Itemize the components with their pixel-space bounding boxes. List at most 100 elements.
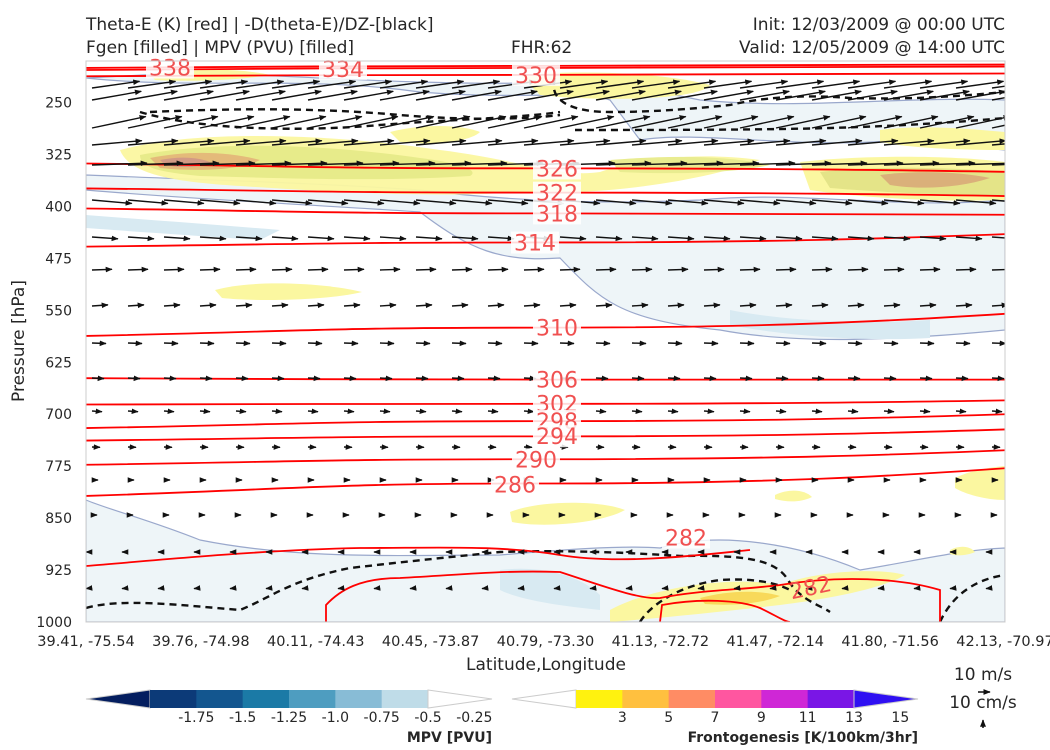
wind-vector [343, 235, 371, 242]
wind-vector [409, 585, 417, 591]
wind-vector [379, 115, 435, 129]
wind-vector [451, 115, 507, 129]
wind-vector [883, 89, 934, 101]
wind-vector [271, 375, 285, 382]
contour-label-bg [319, 57, 367, 80]
wind-vector [307, 408, 319, 415]
wind-vector [523, 408, 535, 415]
wind-vector [343, 89, 394, 101]
wind-vector [163, 235, 191, 242]
wind-vector [739, 266, 761, 273]
wind-vector [667, 89, 718, 101]
y-tick-label: 325 [45, 148, 72, 164]
wind-vector [451, 199, 493, 206]
wind-vector [91, 115, 147, 129]
wind-vector [883, 235, 911, 242]
dashed-contour-upper-left-2 [149, 108, 561, 120]
wind-vector [811, 89, 862, 101]
colorbar-tick-label: 15 [891, 710, 909, 726]
mpv-colorbar: -1.75 -1.5 -1.25 -1.0 -0.75 -0.5 -0.25 [85, 689, 492, 726]
wind-vector [127, 408, 139, 415]
wind-vector [91, 235, 119, 242]
wind-vector [985, 585, 993, 591]
wind-vector [991, 163, 1005, 166]
wind-vector [415, 199, 457, 206]
wind-vector [955, 160, 1005, 167]
x-tick-label: 40.79, -73.30 [497, 634, 594, 650]
wind-vector [523, 266, 545, 273]
wind-vector [487, 138, 539, 146]
wind-vector [415, 89, 466, 101]
x-tick-label: 41.13, -72.72 [612, 634, 709, 650]
wind-vector [271, 89, 322, 101]
plot-frame [85, 60, 1006, 623]
wind-vector [163, 302, 181, 309]
wind-vector [307, 89, 358, 101]
theta-e-label-314: 314 [514, 232, 556, 257]
wind-vector [739, 79, 789, 89]
wind-vector [301, 585, 309, 591]
wind-vector [379, 160, 436, 167]
wind-vector [661, 585, 669, 591]
wind-vector [631, 79, 681, 89]
vector-key-wind-label: 10 m/s [954, 665, 1012, 685]
wind-vector [343, 302, 361, 309]
wind-vector [559, 266, 581, 273]
wind-vector [451, 160, 508, 167]
contour-label-bg [146, 56, 194, 79]
wind-vector [199, 302, 217, 309]
wind-vector [919, 138, 971, 146]
colorbar-segment [807, 690, 855, 708]
colorbar-segment [335, 690, 383, 708]
wind-vector [847, 160, 904, 167]
wind-vector [847, 89, 898, 101]
wind-vector [595, 408, 607, 415]
colorbar-tick-label: -0.75 [364, 710, 400, 726]
wind-vector [127, 138, 179, 146]
colorbar-segment [150, 690, 197, 708]
forecast-hour: FHR:62 [511, 38, 573, 58]
wind-vector [703, 138, 755, 146]
wind-vector [955, 235, 983, 242]
wind-vector [229, 585, 237, 591]
colorbar-extend-left [85, 689, 151, 709]
wind-vector [955, 199, 997, 206]
wind-vector [991, 408, 1003, 415]
wind-vector [775, 199, 817, 206]
y-tick-label: 550 [45, 303, 72, 319]
wind-vector [631, 160, 688, 167]
wind-vector [883, 302, 901, 309]
wind-vector [811, 138, 863, 146]
wind-vector [703, 235, 731, 242]
wind-vector [343, 138, 395, 146]
wind-vector [883, 79, 933, 89]
dashed-contour-upper-right-2 [574, 116, 1005, 132]
colorbar-tick-label: -0.5 [414, 710, 441, 726]
wind-vector [445, 585, 453, 591]
wind-vector [811, 235, 839, 242]
wind-vector [487, 375, 501, 382]
wind-vector [121, 585, 129, 591]
wind-vector [235, 408, 247, 415]
wind-vector [949, 585, 957, 591]
wind-vector [487, 235, 515, 242]
x-axis-label: Latitude,Longitude [466, 655, 626, 675]
wind-vector [631, 375, 645, 382]
wind-vector [739, 115, 795, 129]
wind-vector [739, 89, 790, 101]
contour-label-bg [533, 181, 581, 204]
wind-vector [991, 124, 1005, 129]
colorbar-segment [196, 690, 244, 708]
wind-vector [379, 199, 421, 206]
wind-vector [919, 408, 931, 415]
y-tick-label: 775 [45, 459, 72, 475]
wind-vector [199, 375, 213, 382]
wind-vector [847, 138, 899, 146]
wind-vector [805, 585, 813, 591]
wind-vector [415, 408, 427, 415]
wind-vector [595, 302, 613, 309]
wind-vector [991, 85, 1005, 89]
wind-vector [415, 302, 433, 309]
wind-vector [91, 79, 141, 89]
wind-vector [595, 235, 623, 242]
